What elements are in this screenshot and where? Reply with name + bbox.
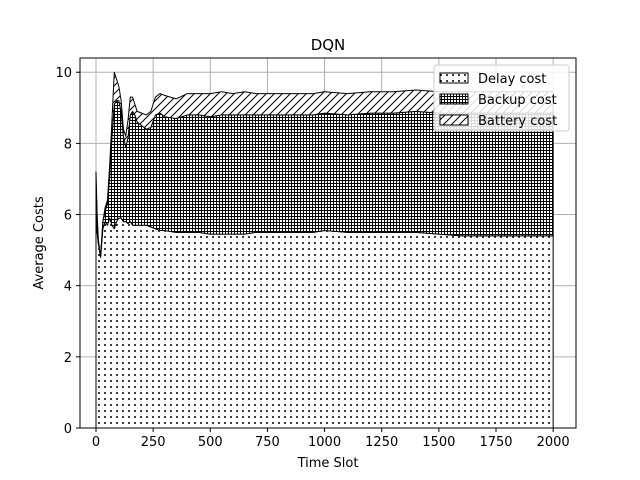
x-tick-label: 1250: [365, 435, 398, 450]
y-axis-label: Average Costs: [32, 196, 47, 289]
x-axis-ticks: 0 250 500 750 1000 1250 1500 1750 2000: [92, 428, 570, 450]
plot-frame: [79, 57, 577, 429]
x-tick-label: 1750: [479, 435, 512, 450]
legend-label-delay-cost: Delay cost: [478, 72, 546, 87]
y-axis-ticks: 0 2 4 6 8 10: [55, 66, 80, 437]
y-tick-label: 6: [64, 209, 72, 224]
x-tick-label: 750: [255, 435, 280, 450]
legend-swatch-battery-cost: [439, 114, 469, 126]
legend-label-backup-cost: Backup cost: [478, 93, 557, 108]
legend-swatch-delay-cost: [439, 72, 469, 84]
legend-swatch-backup-cost: [439, 93, 469, 105]
y-tick-label: 10: [55, 66, 72, 81]
x-axis-label: Time Slot: [297, 456, 359, 471]
x-tick-label: 500: [198, 435, 223, 450]
y-tick-label: 0: [64, 422, 72, 437]
legend: Delay cost Backup cost Battery cost: [433, 64, 570, 132]
chart-title: DQN: [311, 36, 346, 54]
x-tick-label: 1500: [422, 435, 455, 450]
y-tick-label: 4: [64, 280, 72, 295]
area-delay-cost: [95, 217, 554, 428]
x-tick-label: 250: [141, 435, 166, 450]
stacked-areas: [95, 71, 554, 428]
x-tick-label: 2000: [537, 435, 570, 450]
x-tick-label: 0: [92, 435, 100, 450]
y-tick-label: 8: [64, 137, 72, 152]
legend-label-battery-cost: Battery cost: [478, 114, 557, 129]
y-tick-label: 2: [64, 351, 72, 366]
x-tick-label: 1000: [308, 435, 341, 450]
